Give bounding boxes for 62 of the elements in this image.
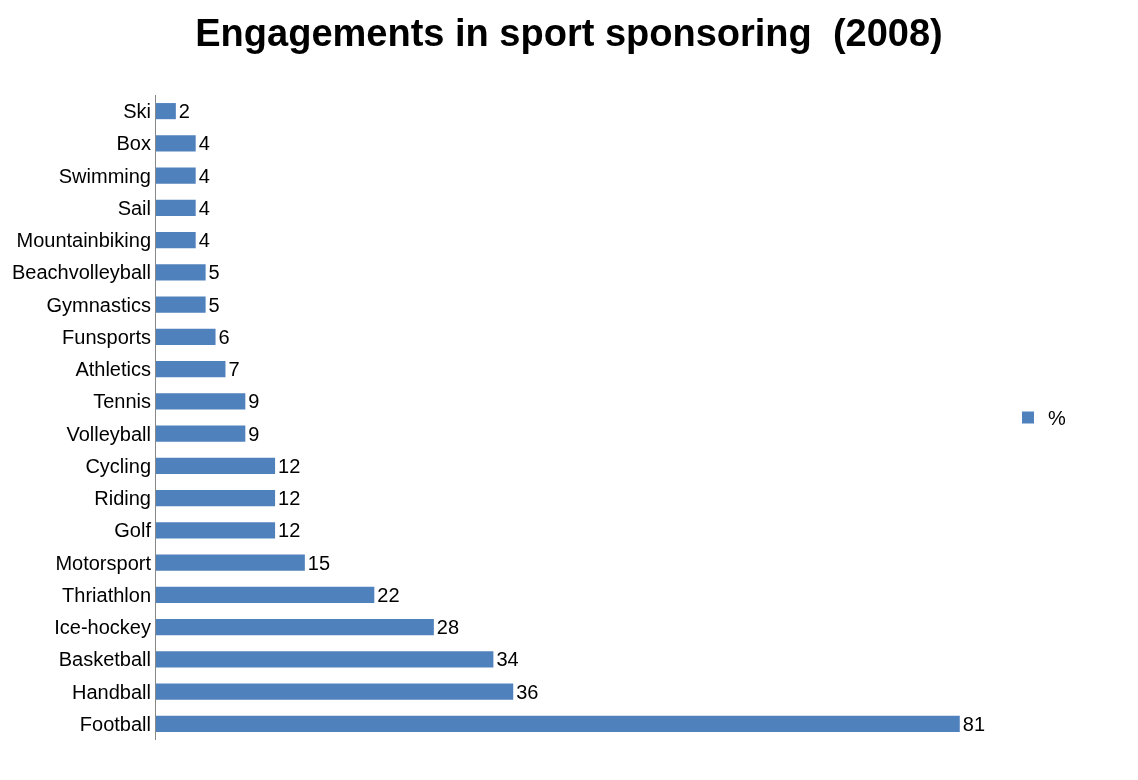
bar	[156, 264, 206, 281]
data-label: 4	[198, 196, 210, 219]
data-label: 5	[208, 261, 220, 284]
y-tick-label: Funsports	[62, 325, 151, 348]
bar	[156, 232, 196, 249]
data-label: 9	[248, 422, 260, 445]
y-tick-label: Volleyball	[66, 422, 151, 445]
legend-label: %	[1048, 407, 1066, 430]
y-tick-label: Ski	[123, 100, 151, 123]
bar	[156, 393, 246, 410]
data-label: 28	[436, 616, 460, 639]
bar	[156, 683, 514, 700]
y-tick-label: Football	[79, 712, 151, 735]
chart-title: Engagements in sport sponsoring (2008)	[195, 12, 943, 55]
bar	[156, 490, 276, 507]
y-tick-label: Cycling	[85, 454, 151, 477]
data-label: 81	[962, 712, 986, 735]
bar	[156, 619, 434, 636]
data-label: 7	[228, 358, 240, 381]
bar	[156, 328, 216, 345]
data-label: 6	[218, 325, 230, 348]
bar	[156, 715, 960, 732]
bar	[156, 554, 305, 571]
bar	[156, 457, 276, 474]
bar	[156, 199, 196, 216]
y-tick-label: Motorsport	[55, 551, 152, 574]
bar	[156, 522, 276, 539]
y-tick-label: Tennis	[93, 390, 151, 413]
bar	[156, 167, 196, 184]
data-label: 9	[248, 390, 260, 413]
y-tick-label: Athletics	[75, 358, 151, 381]
y-tick-label: Beachvolleyball	[12, 261, 151, 284]
y-tick-label: Basketball	[58, 648, 151, 671]
y-tick-label: Swimming	[58, 164, 151, 187]
y-tick-label: Riding	[94, 487, 151, 510]
y-tick-label: Gymnastics	[46, 293, 151, 316]
y-tick-label: Ice-hockey	[54, 616, 151, 639]
data-label: 12	[278, 519, 301, 542]
data-label: 22	[377, 583, 400, 606]
bar	[156, 586, 375, 603]
y-tick-label: Golf	[114, 519, 152, 542]
data-label: 15	[307, 551, 331, 574]
data-label: 36	[516, 680, 539, 703]
data-label: 4	[198, 229, 210, 252]
data-label: 2	[178, 100, 190, 123]
bar	[156, 135, 196, 152]
data-label: 12	[278, 454, 301, 477]
y-tick-label: Mountainbiking	[16, 229, 151, 252]
bar	[156, 651, 494, 668]
y-tick-label: Box	[116, 132, 151, 155]
data-label: 12	[278, 487, 301, 510]
y-tick-label: Sail	[117, 196, 151, 219]
data-label: 4	[198, 132, 210, 155]
bar	[156, 103, 176, 120]
y-tick-label: Handball	[72, 680, 151, 703]
data-label: 4	[198, 164, 210, 187]
bar	[156, 296, 206, 313]
bar	[156, 425, 246, 442]
y-tick-label: Thriathlon	[62, 583, 151, 606]
data-label: 34	[496, 648, 519, 671]
data-label: 5	[208, 293, 220, 316]
bar	[156, 361, 226, 378]
